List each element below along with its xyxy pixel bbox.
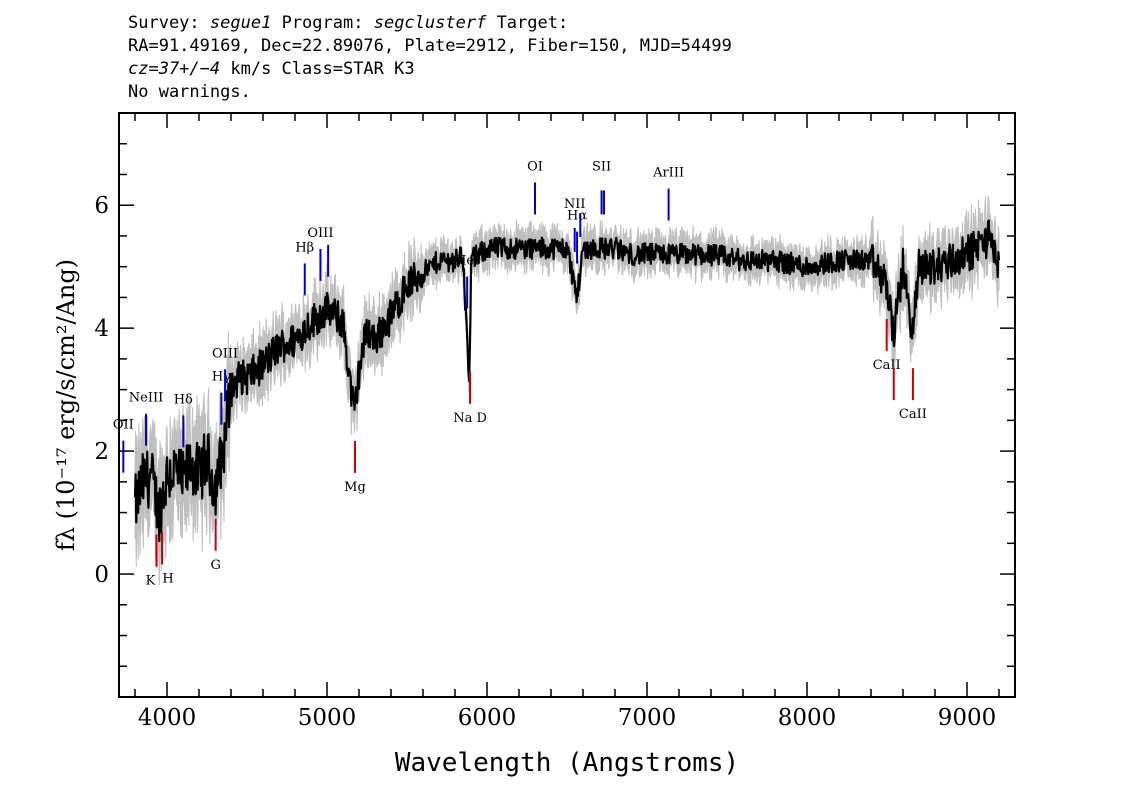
- x-tick-label: 7000: [618, 705, 677, 731]
- error-band-layer: [134, 196, 1000, 586]
- line-label-9: OI: [527, 159, 543, 174]
- line-label-18: G: [210, 558, 220, 573]
- line-label-2: Hδ: [174, 392, 193, 407]
- y-tick-label: 6: [94, 193, 109, 219]
- y-tick-label: 4: [94, 316, 109, 342]
- line-label-15: ArIII: [652, 166, 684, 181]
- plot-frame: [118, 112, 1016, 698]
- header-line-warnings: No warnings.: [128, 82, 251, 102]
- survey-label: Survey:: [128, 13, 200, 33]
- class-text: km/s Class=STAR K3: [230, 59, 415, 79]
- flux-layer: [133, 219, 1001, 543]
- line-label-4: OIII: [212, 346, 238, 361]
- line-label-11: Hα: [567, 209, 587, 224]
- program-label: Program:: [281, 13, 364, 33]
- header-line-redshift: cz=37+/−4 km/s Class=STAR K3: [128, 58, 732, 81]
- line-label-19: Mg: [344, 480, 366, 495]
- line-label-6: OIII: [307, 226, 333, 241]
- line-label-17: H: [162, 571, 173, 586]
- x-tick-label: 4000: [138, 705, 197, 731]
- x-tick-label: 6000: [458, 705, 517, 731]
- x-axis-title: Wavelength (Angstroms): [395, 748, 739, 778]
- x-tick-label: 9000: [938, 705, 997, 731]
- y-tick-label: 0: [94, 562, 109, 588]
- line-label-23: CaII: [899, 407, 927, 422]
- header-line-survey: Survey: segue1 Program: segclusterf Targ…: [128, 12, 732, 35]
- header-line-coordinates: RA=91.49169, Dec=22.89076, Plate=2912, F…: [128, 36, 732, 56]
- line-label-8: HeI: [455, 253, 479, 268]
- flux-series-line: [133, 219, 1001, 543]
- line-label-5: Hβ: [295, 240, 314, 255]
- line-label-1: NeIII: [129, 391, 163, 406]
- x-tick-label: 5000: [298, 705, 357, 731]
- line-label-10: NII: [564, 197, 586, 212]
- x-tick-label: 8000: [778, 705, 837, 731]
- spectrum-header: Survey: segue1 Program: segclusterf Targ…: [128, 12, 732, 104]
- error-band: [134, 196, 1000, 586]
- line-label-16: K: [146, 574, 156, 589]
- line-label-13: SII: [592, 159, 611, 174]
- redshift-value: cz=37+/−4: [128, 59, 221, 79]
- y-tick-label: 2: [94, 439, 109, 465]
- line-label-3: Hγ: [212, 370, 231, 385]
- line-label-20: Na D: [453, 411, 487, 426]
- line-label-21: CaII: [873, 358, 901, 373]
- program-value: segclusterf: [373, 13, 487, 33]
- target-label: Target:: [496, 13, 569, 33]
- y-axis-title: fλ (10⁻¹⁷ erg/s/cm²/Ang): [52, 259, 80, 551]
- ticks-layer: 4000 5000 6000 7000 8000 9000 0 2 4 6: [94, 113, 1015, 731]
- survey-value: segue1: [209, 13, 272, 33]
